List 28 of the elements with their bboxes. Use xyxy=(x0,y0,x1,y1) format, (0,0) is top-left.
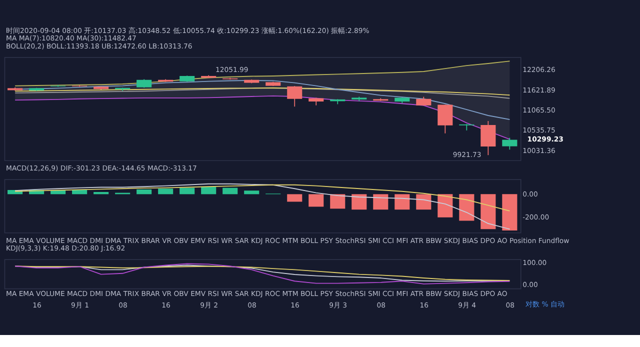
bar xyxy=(394,194,410,210)
bar xyxy=(201,186,216,194)
bar xyxy=(287,194,302,202)
line-series xyxy=(14,183,510,230)
bar xyxy=(459,194,474,221)
line-series xyxy=(14,88,510,99)
candlestick xyxy=(502,137,518,150)
bar xyxy=(222,188,238,194)
bar xyxy=(480,194,496,230)
candlestick xyxy=(459,124,474,131)
bar xyxy=(72,190,88,194)
candlestick xyxy=(438,104,453,134)
candlestick xyxy=(287,86,302,108)
bar xyxy=(373,194,388,210)
bar xyxy=(244,190,260,194)
bar xyxy=(502,194,518,230)
bar xyxy=(136,189,152,194)
bar xyxy=(330,194,346,209)
candlestick xyxy=(480,120,496,156)
bar xyxy=(180,188,195,194)
bar xyxy=(352,194,367,210)
bar xyxy=(438,194,453,218)
line-series xyxy=(14,60,510,86)
line-series xyxy=(14,184,510,212)
bar xyxy=(94,192,109,194)
bar xyxy=(308,194,324,207)
bar xyxy=(158,188,174,194)
bar xyxy=(416,194,432,210)
